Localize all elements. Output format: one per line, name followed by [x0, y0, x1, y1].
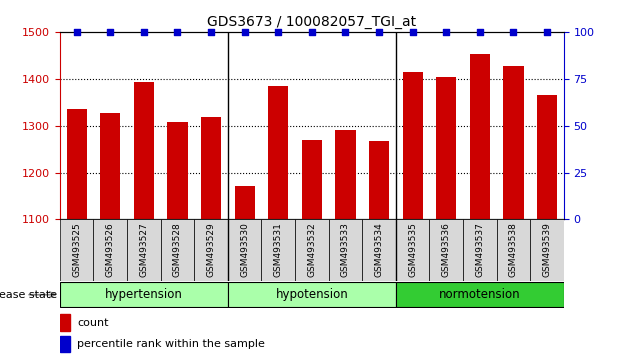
- Text: GSM493538: GSM493538: [509, 223, 518, 278]
- Bar: [496, 219, 530, 281]
- Text: GSM493537: GSM493537: [476, 223, 484, 278]
- Text: GSM493529: GSM493529: [207, 223, 215, 277]
- Bar: [329, 219, 362, 281]
- Bar: [168, 122, 188, 219]
- Point: [72, 29, 82, 35]
- Point: [475, 29, 485, 35]
- Point: [374, 29, 384, 35]
- Point: [508, 29, 518, 35]
- Bar: [60, 314, 70, 331]
- Point: [139, 29, 149, 35]
- Bar: [67, 109, 87, 219]
- Bar: [470, 55, 490, 219]
- Bar: [93, 219, 127, 281]
- Bar: [268, 86, 289, 219]
- Bar: [403, 72, 423, 219]
- Bar: [463, 219, 496, 281]
- Bar: [430, 219, 463, 281]
- Bar: [369, 141, 389, 219]
- Text: GSM493539: GSM493539: [542, 223, 551, 278]
- Bar: [201, 117, 221, 219]
- Bar: [60, 336, 70, 352]
- Point: [340, 29, 350, 35]
- Point: [441, 29, 451, 35]
- Point: [173, 29, 183, 35]
- Text: GSM493531: GSM493531: [274, 223, 283, 278]
- Bar: [161, 219, 194, 281]
- Bar: [261, 219, 295, 281]
- Text: count: count: [77, 318, 109, 327]
- Text: percentile rank within the sample: percentile rank within the sample: [77, 339, 265, 349]
- Text: hypotension: hypotension: [275, 288, 348, 301]
- Text: disease state: disease state: [0, 290, 57, 300]
- Text: GSM493532: GSM493532: [307, 223, 316, 277]
- Point: [542, 29, 552, 35]
- Point: [206, 29, 216, 35]
- Bar: [362, 219, 396, 281]
- Bar: [436, 78, 456, 219]
- Bar: [537, 95, 557, 219]
- Bar: [127, 219, 161, 281]
- Text: hypertension: hypertension: [105, 288, 183, 301]
- Text: normotension: normotension: [439, 288, 520, 301]
- Title: GDS3673 / 100082057_TGI_at: GDS3673 / 100082057_TGI_at: [207, 16, 416, 29]
- Text: GSM493527: GSM493527: [139, 223, 148, 277]
- Bar: [396, 282, 564, 307]
- Text: GSM493533: GSM493533: [341, 223, 350, 278]
- Bar: [503, 66, 524, 219]
- Bar: [396, 219, 430, 281]
- Bar: [302, 140, 322, 219]
- Point: [105, 29, 115, 35]
- Bar: [295, 219, 329, 281]
- Bar: [134, 82, 154, 219]
- Text: GSM493534: GSM493534: [375, 223, 384, 277]
- Bar: [60, 219, 93, 281]
- Text: GSM493528: GSM493528: [173, 223, 182, 277]
- Bar: [60, 282, 228, 307]
- Bar: [228, 282, 396, 307]
- Bar: [100, 113, 120, 219]
- Bar: [228, 219, 261, 281]
- Text: GSM493526: GSM493526: [106, 223, 115, 277]
- Point: [408, 29, 418, 35]
- Text: GSM493525: GSM493525: [72, 223, 81, 277]
- Bar: [530, 219, 564, 281]
- Point: [239, 29, 249, 35]
- Text: GSM493536: GSM493536: [442, 223, 450, 278]
- Bar: [234, 186, 255, 219]
- Bar: [194, 219, 228, 281]
- Point: [307, 29, 317, 35]
- Text: GSM493530: GSM493530: [240, 223, 249, 278]
- Point: [273, 29, 284, 35]
- Bar: [335, 130, 355, 219]
- Text: GSM493535: GSM493535: [408, 223, 417, 278]
